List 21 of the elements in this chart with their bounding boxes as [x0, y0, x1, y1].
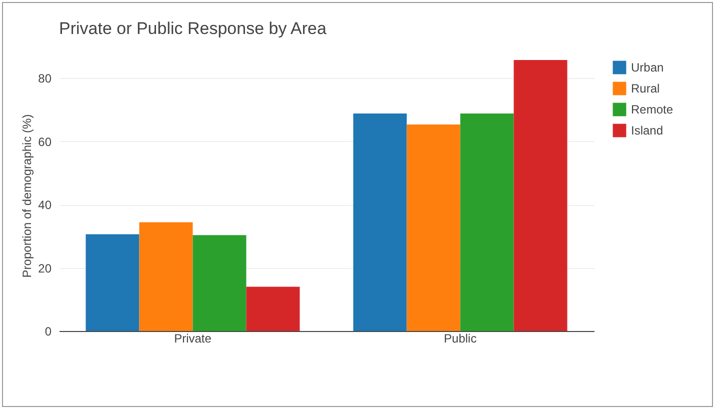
x-tick-label: Public	[444, 332, 477, 346]
bar	[406, 124, 460, 331]
bar	[246, 286, 300, 331]
legend-label: Remote	[631, 102, 674, 116]
y-axis-title: Proportion of demographic (%)	[20, 114, 34, 278]
legend-label: Island	[631, 124, 664, 138]
y-tick-label: 20	[38, 261, 52, 276]
bar	[460, 113, 514, 331]
bar	[514, 60, 568, 331]
chart-title: Private or Public Response by Area	[59, 19, 327, 38]
bar	[192, 235, 246, 331]
y-tick-label: 40	[38, 198, 52, 212]
bar	[139, 222, 193, 331]
y-tick-label: 60	[38, 134, 52, 149]
x-tick-label: Private	[174, 332, 212, 346]
bar	[86, 234, 140, 331]
bar	[353, 113, 407, 331]
y-tick-label: 80	[38, 72, 52, 86]
legend-label: Rural	[631, 82, 660, 96]
legend-label: Urban	[631, 60, 664, 74]
y-tick-label: 0	[44, 324, 52, 338]
